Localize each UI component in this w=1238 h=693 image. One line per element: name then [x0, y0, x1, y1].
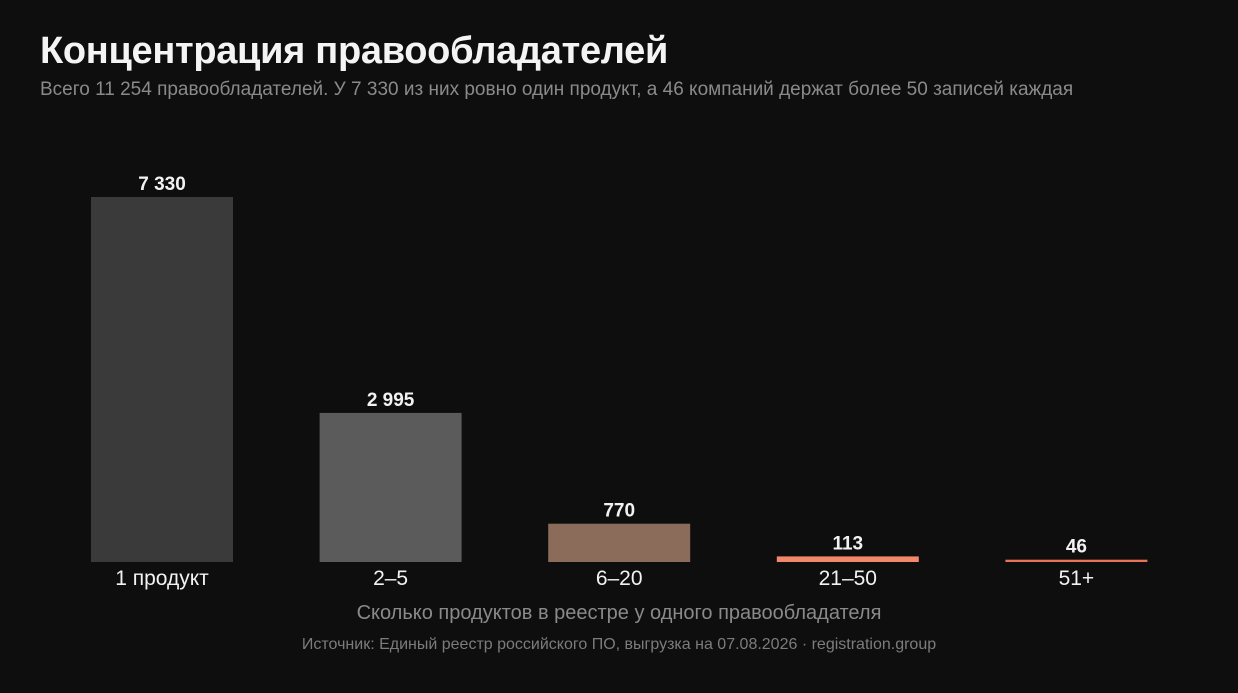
x-tick-label-4: 21–50 — [819, 567, 877, 590]
value-label-3: 770 — [603, 501, 635, 522]
x-tick-label-2: 2–5 — [373, 567, 408, 590]
chart-subtitle: Всего 11 254 правообладателей. У 7 330 и… — [40, 79, 1074, 100]
x-tick-label-1: 1 продукт — [115, 567, 209, 590]
x-tick-label-3: 6–20 — [596, 567, 643, 590]
bar-3 — [548, 523, 691, 562]
x-axis-label: Сколько продуктов в реестре у одного пра… — [356, 602, 882, 624]
bar-chart: 7 330 1 продукт 2 995 2–5 770 6–20 113 21–50 46 5… — [91, 174, 1148, 590]
value-label-4: 113 — [832, 533, 863, 554]
x-tick-label-5: 51+ — [1059, 567, 1095, 590]
source-note: Источник: Единый реестр российского ПО, … — [301, 636, 937, 653]
value-label-1: 7 330 — [138, 174, 186, 195]
value-label-2: 2 995 — [367, 390, 415, 411]
bar-4 — [776, 556, 919, 562]
bar-5 — [1005, 559, 1148, 562]
chart-title: Концентрация правообладателей — [40, 30, 669, 72]
value-label-5: 46 — [1066, 537, 1087, 558]
bar-2 — [319, 412, 462, 562]
bar-1 — [91, 197, 233, 562]
